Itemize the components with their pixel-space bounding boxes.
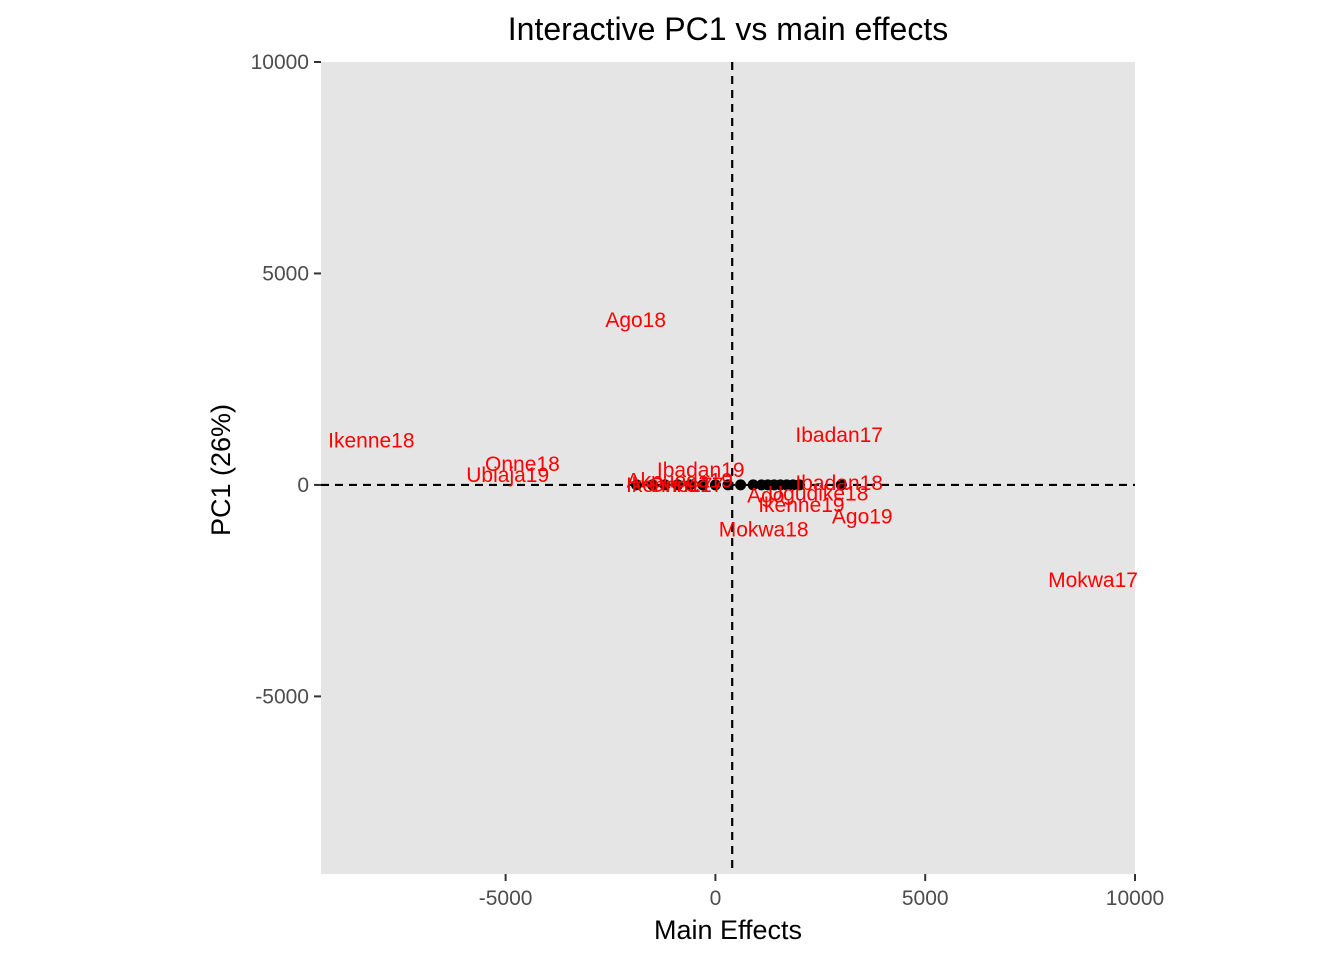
environment-label: Ibadan19 <box>657 459 745 482</box>
genotype-point <box>793 479 805 491</box>
genotype-point <box>735 479 747 491</box>
chart-title: Interactive PC1 vs main effects <box>508 11 948 47</box>
environment-label: Ubiaja19 <box>466 464 549 487</box>
environment-label: Mokwa18 <box>719 518 809 541</box>
x-axis: -5000 0 5000 10000 <box>479 874 1164 910</box>
y-axis: -5000 0 5000 10000 <box>251 51 321 708</box>
genotype-point <box>631 479 643 491</box>
y-tick-label: 10000 <box>251 51 309 74</box>
genotype-points <box>631 479 847 491</box>
genotype-point <box>684 479 696 491</box>
genotype-point <box>709 479 721 491</box>
environment-label: Ago19 <box>832 506 893 529</box>
x-axis-title: Main Effects <box>654 915 802 945</box>
environment-label: Akpuoga19 <box>627 470 733 493</box>
environment-label: Ikenne19 <box>758 494 844 517</box>
genotype-point <box>672 479 684 491</box>
y-tick-label: -5000 <box>255 685 309 708</box>
y-tick-label: 5000 <box>262 262 309 285</box>
genotype-point <box>646 479 658 491</box>
environment-label: Onne17 <box>649 474 724 497</box>
environment-label: Ikenne18 <box>328 430 414 453</box>
genotype-point <box>835 479 847 491</box>
x-tick-label: 0 <box>710 887 722 910</box>
environment-label: Ibadan18 <box>795 472 883 495</box>
genotype-point <box>747 479 759 491</box>
x-tick-label: 10000 <box>1106 887 1164 910</box>
x-tick-label: -5000 <box>479 887 533 910</box>
y-axis-title: PC1 (26%) <box>206 404 236 536</box>
environment-label: Ago <box>747 484 784 507</box>
environment-label: Ibadan17 <box>795 424 883 447</box>
x-tick-label: 5000 <box>902 887 949 910</box>
y-tick-label: 0 <box>297 474 309 497</box>
genotype-point <box>659 479 671 491</box>
plot-panel <box>321 62 1135 874</box>
environment-label: Ago18 <box>605 309 666 332</box>
environment-label: Mokwa17 <box>1048 569 1138 592</box>
environment-label: Ikenne17 <box>626 474 712 497</box>
genotype-point <box>722 479 734 491</box>
genotype-point <box>697 479 709 491</box>
environment-label: Onne18 <box>485 453 560 476</box>
environment-label: Ugudike18 <box>768 482 868 505</box>
